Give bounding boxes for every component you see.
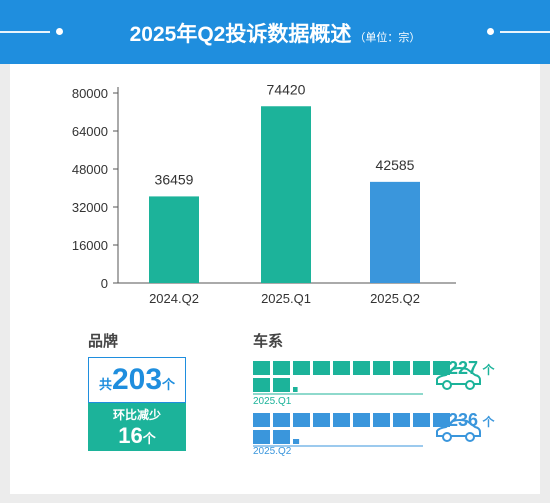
page-title: 2025年Q2投诉数据概述 bbox=[129, 23, 352, 46]
brand-total-unit: 个 bbox=[162, 377, 176, 392]
header-line-left bbox=[0, 31, 50, 33]
series-count-q2-value: 1236 bbox=[438, 410, 479, 430]
unit-label: （单位：宗） bbox=[354, 32, 421, 44]
brand-section-title: 品牌 bbox=[88, 333, 119, 350]
series-count-q1-value: 1227 bbox=[438, 358, 479, 378]
header-line-right bbox=[500, 31, 550, 33]
brand-change-label: 环比减少 bbox=[112, 408, 161, 422]
bar-chart: 0 16000 32000 48000 64000 80000 36459 2024.Q2 74… bbox=[72, 81, 456, 306]
x-tick-label: 2025.Q2 bbox=[370, 291, 420, 306]
y-tick-label: 48000 bbox=[72, 162, 108, 177]
brand-total-box: 共203个 bbox=[88, 357, 186, 403]
header-dot-left bbox=[56, 28, 63, 35]
brand-stats: 共203个 环比减少 16个 bbox=[88, 357, 186, 451]
y-tick-label: 64000 bbox=[72, 124, 108, 139]
series-section-title: 车系 bbox=[253, 333, 284, 350]
bar-value-label: 42585 bbox=[376, 157, 415, 173]
series-label-q1: 2025.Q1 bbox=[253, 396, 292, 407]
brand-total-value: 203 bbox=[111, 363, 163, 396]
bar-value-label: 74420 bbox=[267, 81, 306, 97]
header-dot-right bbox=[487, 28, 494, 35]
brand-total-prefix: 共 bbox=[98, 377, 112, 392]
brand-change-box: 环比减少 16个 bbox=[88, 403, 186, 451]
y-tick-label: 80000 bbox=[72, 86, 108, 101]
series-count-q2: 1236 个 bbox=[438, 410, 495, 431]
y-tick-label: 32000 bbox=[72, 200, 108, 215]
series-count-q1-unit: 个 bbox=[482, 363, 495, 377]
series-label-q2: 2025.Q2 bbox=[253, 446, 292, 457]
series-count-q1: 1227 个 bbox=[438, 358, 495, 379]
header-banner: 2025年Q2投诉数据概述 （单位：宗） bbox=[0, 0, 550, 64]
y-tick-label: 16000 bbox=[72, 238, 108, 253]
brand-change-unit: 个 bbox=[142, 431, 156, 446]
header-title: 2025年Q2投诉数据概述 （单位：宗） bbox=[0, 18, 550, 48]
x-tick-label: 2025.Q1 bbox=[261, 291, 311, 306]
bar bbox=[261, 106, 311, 283]
bar bbox=[370, 181, 420, 283]
bar bbox=[149, 196, 199, 283]
brand-change-value: 16 bbox=[118, 423, 143, 448]
x-tick-label: 2024.Q2 bbox=[149, 291, 199, 306]
y-tick-label: 0 bbox=[101, 276, 108, 291]
series-count-q2-unit: 个 bbox=[482, 415, 495, 429]
bar-value-label: 36459 bbox=[155, 171, 194, 187]
